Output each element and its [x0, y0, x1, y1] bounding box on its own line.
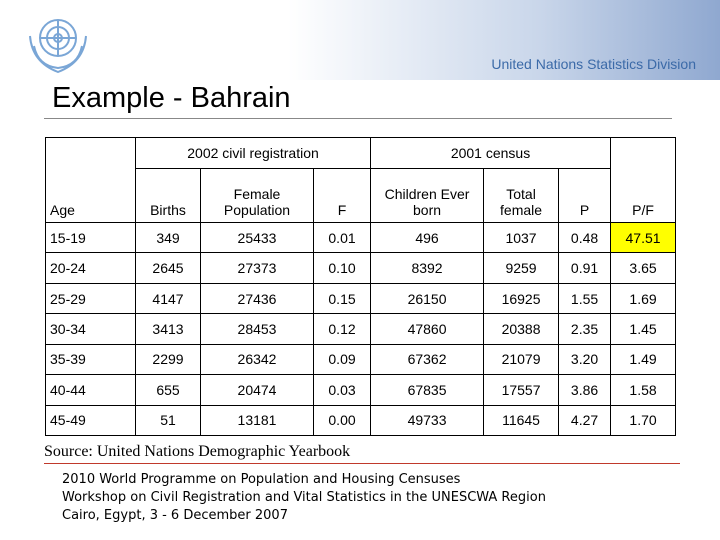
- table-cell: 40-44: [45, 374, 136, 406]
- table-cell: 2645: [135, 252, 201, 284]
- table-row: 40-44 655 20474 0.03 67835 17557 3.86 1.58: [45, 374, 677, 406]
- table-cell: 0.10: [312, 252, 372, 284]
- table-row: 25-29 4147 27436 0.15 26150 16925 1.55 1.69: [45, 282, 677, 315]
- rule: [44, 118, 672, 119]
- table-cell: 3413: [135, 313, 201, 345]
- table-cell: 0.91: [558, 252, 612, 284]
- table-cell: 67362: [370, 343, 485, 376]
- table-row: 15-19 349 25433 0.01 496 1037 0.48 47.51: [45, 221, 677, 254]
- table-row: 30-34 3413 28453 0.12 47860 20388 2.35 1.45: [45, 313, 677, 345]
- org-name: United Nations Statistics Division: [491, 56, 696, 72]
- table-cell: 20-24: [45, 252, 136, 284]
- group-header: 2002 civil registration: [134, 137, 372, 169]
- table-cell: 20388: [483, 313, 560, 345]
- table-cell: 4147: [135, 282, 201, 315]
- table-cell: 0.15: [312, 282, 372, 315]
- table-cell: 21079: [483, 343, 560, 376]
- slide-title: Example - Bahrain: [52, 82, 291, 114]
- table-cell: 496: [370, 221, 485, 254]
- footer: 2010 World Programme on Population and H…: [62, 471, 546, 525]
- table-row: 45-49 51 13181 0.00 49733 11645 4.27 1.70: [45, 404, 677, 437]
- table-cell: 26150: [370, 282, 485, 315]
- footer-line: Workshop on Civil Registration and Vital…: [62, 490, 546, 505]
- table-cell: 0.09: [312, 343, 372, 376]
- table-cell: 9259: [483, 252, 560, 284]
- table-cell: 28453: [200, 313, 314, 345]
- table-cell: 0.01: [312, 221, 372, 254]
- table-row: 20-24 2645 27373 0.10 8392 9259 0.91 3.65: [45, 252, 677, 284]
- table-cell: 47.51: [610, 221, 677, 254]
- rule: [44, 463, 680, 464]
- table-cell: 1.45: [610, 313, 677, 345]
- header-cell: Total female: [483, 168, 560, 223]
- table-cell: 0.00: [312, 404, 372, 437]
- footer-line: 2010 World Programme on Population and H…: [62, 472, 461, 487]
- banner: United Nations Statistics Division: [0, 0, 720, 80]
- source: Source: United Nations Demographic Yearb…: [44, 443, 351, 460]
- header-row: Births Female Population F Children Ever bo…: [46, 168, 676, 223]
- table-cell: 30-34: [45, 313, 136, 345]
- table-cell: 349: [135, 221, 201, 254]
- table-cell: 1.69: [610, 282, 677, 315]
- group-header: 2001 census: [370, 137, 612, 169]
- footer-line: Cairo, Egypt, 3 - 6 December 2007: [62, 508, 288, 523]
- table-cell: 20474: [200, 374, 314, 406]
- table-cell: 655: [135, 374, 201, 406]
- table-cell: 67835: [370, 374, 485, 406]
- data-table: Age 2002 civil registration 2001 census P/F…: [45, 137, 677, 437]
- table-cell: 47860: [370, 313, 485, 345]
- table-cell: 4.27: [558, 404, 612, 437]
- header-cell: F: [312, 168, 372, 223]
- table-cell: 0.03: [312, 374, 372, 406]
- table-cell: 3.20: [558, 343, 612, 376]
- table-cell: 11645: [483, 404, 560, 437]
- table-cell: 16925: [483, 282, 560, 315]
- table-cell: 2299: [135, 343, 201, 376]
- header-cell: P/F: [610, 137, 677, 223]
- table-cell: 51: [135, 404, 201, 437]
- table-cell: 13181: [200, 404, 314, 437]
- table-cell: 0.48: [558, 221, 612, 254]
- table-cell: 45-49: [45, 404, 136, 437]
- table-cell: 1037: [483, 221, 560, 254]
- header-cell: P: [558, 168, 612, 223]
- header-cell: Children Ever born: [370, 168, 485, 223]
- header-cell: Age: [45, 137, 136, 223]
- table-cell: 1.70: [610, 404, 677, 437]
- table-cell: 8392: [370, 252, 485, 284]
- table-cell: 49733: [370, 404, 485, 437]
- header-row: Age 2002 civil registration 2001 census P/F: [45, 137, 677, 223]
- table-cell: 1.58: [610, 374, 677, 406]
- un-logo: [29, 19, 87, 74]
- table-cell: 2.35: [558, 313, 612, 345]
- table-cell: 25-29: [45, 282, 136, 315]
- table-cell: 3.86: [558, 374, 612, 406]
- table-row: 35-39 2299 26342 0.09 67362 21079 3.20 1.49: [45, 343, 677, 376]
- table-cell: 17557: [483, 374, 560, 406]
- table-cell: 1.55: [558, 282, 612, 315]
- table-cell: 3.65: [610, 252, 677, 284]
- table-cell: 1.49: [610, 343, 677, 376]
- table-cell: 0.12: [312, 313, 372, 345]
- table-cell: 27436: [200, 282, 314, 315]
- table-cell: 25433: [200, 221, 314, 254]
- table-cell: 35-39: [45, 343, 136, 376]
- table-cell: 27373: [200, 252, 314, 284]
- header-cell: Births: [135, 168, 201, 223]
- header-cell: Female Population: [200, 168, 314, 223]
- table-cell: 15-19: [45, 221, 136, 254]
- table-cell: 26342: [200, 343, 314, 376]
